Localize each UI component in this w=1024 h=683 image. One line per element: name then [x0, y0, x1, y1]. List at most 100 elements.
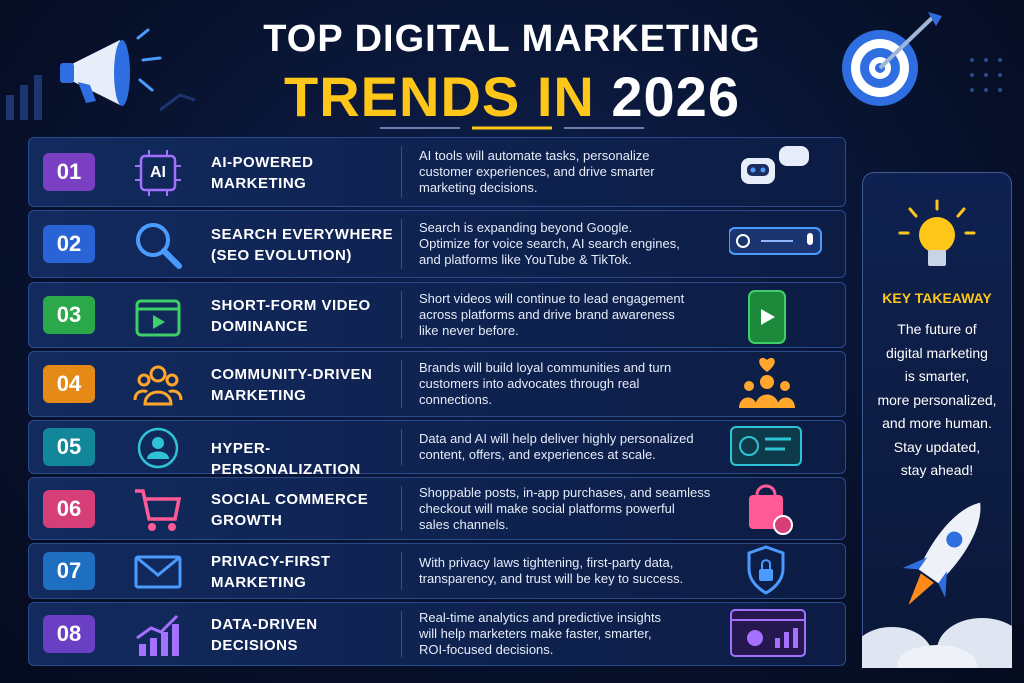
trend-description: Real-time analytics and predictive insig…	[419, 610, 739, 658]
title-line: DOMINANCE	[211, 318, 308, 335]
trend-illustration	[748, 290, 786, 344]
description-line: AI tools will automate tasks, personaliz…	[419, 148, 650, 163]
trend-row: 04 COMMUNITY-DRIVEN MARKETING Brands will b…	[28, 351, 846, 417]
trend-illustration	[749, 484, 793, 535]
trend-illustration	[730, 609, 806, 657]
divider	[401, 360, 402, 408]
title-line: DATA-DRIVEN	[211, 616, 318, 633]
trend-illustration	[730, 426, 802, 466]
lightbulb-icon	[898, 199, 976, 266]
trend-number: 05	[43, 428, 95, 466]
trend-icon	[135, 488, 182, 531]
trend-title: COMMUNITY-DRIVEN MARKETING	[211, 364, 401, 406]
description-line: Short videos will continue to lead engag…	[419, 291, 685, 306]
divider	[401, 611, 402, 657]
trend-row: 01 AI AI-POWERED MARKETING AI tools will aut…	[28, 137, 846, 207]
description-line: and platforms like YouTube & TikTok.	[419, 252, 632, 267]
title-line: SHORT-FORM VIDEO	[211, 297, 371, 314]
trend-row: 06 SOCIAL COMMERCE GROWTH Shoppable posts, …	[28, 477, 846, 540]
description-line: Real-time analytics and predictive insig…	[419, 610, 662, 625]
trend-icon	[137, 427, 179, 469]
trend-title: DATA-DRIVEN DECISIONS	[211, 614, 401, 656]
trend-description: AI tools will automate tasks, personaliz…	[419, 148, 739, 196]
trend-title: PRIVACY-FIRST MARKETING	[211, 551, 401, 593]
divider	[401, 486, 402, 531]
trend-description: Data and AI will help deliver highly per…	[419, 431, 739, 463]
trend-title: SEARCH EVERYWHERE (SEO EVOLUTION)	[211, 224, 401, 266]
description-line: Search is expanding beyond Google.	[419, 220, 633, 235]
trend-row: 08 DATA-DRIVEN DECISIONS Real-time analytic…	[28, 602, 846, 666]
description-line: Data and AI will help deliver highly per…	[419, 431, 694, 446]
trend-title: AI-POWERED MARKETING	[211, 152, 401, 194]
description-line: Shoppable posts, in-app purchases, and s…	[419, 484, 711, 500]
title-line: DECISIONS	[211, 637, 299, 654]
trend-illustration	[747, 545, 785, 595]
divider	[401, 291, 402, 339]
title-line: SEARCH EVERYWHERE	[211, 226, 394, 243]
trend-number: 08	[43, 615, 95, 653]
trend-icon	[135, 299, 181, 337]
trend-number: 01	[43, 153, 95, 191]
title-line: MARKETING	[211, 387, 307, 404]
description-line: ROI-focused decisions.	[419, 642, 554, 657]
description-line: With privacy laws tightening, first-part…	[419, 555, 674, 570]
takeaway-line: more personalized,	[877, 391, 997, 408]
trend-number: 07	[43, 552, 95, 590]
description-line: marketing decisions.	[419, 180, 538, 195]
title-highlight: TRENDS IN	[284, 65, 595, 128]
description-line: content, offers, and experiences at scal…	[419, 447, 656, 462]
trend-description: Short videos will continue to lead engag…	[419, 291, 739, 339]
description-line: customer experiences, and drive smarter	[419, 164, 655, 179]
takeaway-line: digital marketing	[886, 344, 988, 361]
divider	[401, 552, 402, 590]
description-line: checkout will make social platforms powe…	[419, 500, 675, 516]
trend-number: 03	[43, 296, 95, 334]
divider	[401, 146, 402, 198]
takeaway-line: and more human.	[882, 415, 992, 431]
title-line: (SEO EVOLUTION)	[211, 247, 352, 264]
description-line: Optimize for voice search, AI search eng…	[419, 236, 680, 251]
trend-row: 07 PRIVACY-FIRST MARKETING With privacy law…	[28, 543, 846, 599]
trend-icon	[136, 614, 179, 656]
trend-number: 02	[43, 225, 95, 263]
title-year: 2026	[611, 65, 740, 128]
description-line: across platforms and drive brand awarene…	[419, 307, 675, 322]
trend-row: 05 HYPER-PERSONALIZATION Data and AI will …	[28, 420, 846, 478]
trend-illustration	[739, 357, 795, 408]
trend-icon	[136, 223, 182, 269]
trend-number: 06	[43, 489, 95, 528]
title-line1: TOP DIGITAL MARKETING	[263, 18, 761, 60]
title-line: COMMUNITY-DRIVEN	[211, 366, 373, 383]
title-line2: TRENDS IN 2026	[0, 64, 1024, 129]
title-line: GROWTH	[211, 511, 283, 529]
description-line: Brands will build loyal communities and …	[419, 360, 672, 375]
takeaway-heading: KEY TAKEAWAY	[882, 290, 992, 306]
trend-number: 04	[43, 365, 95, 403]
trend-row: 03 SHORT-FORM VIDEO DOMINANCE Short videos …	[28, 282, 846, 348]
trend-icon	[133, 365, 183, 406]
title-line: AI-POWERED	[211, 154, 314, 171]
trend-description: Brands will build loyal communities and …	[419, 360, 739, 408]
title-line: MARKETING	[211, 175, 307, 192]
description-line: customers into advocates through real	[419, 376, 640, 391]
takeaway-line: The future of	[897, 321, 977, 337]
trend-icon	[134, 555, 182, 589]
trend-title: SHORT-FORM VIDEO DOMINANCE	[211, 295, 401, 337]
icon-label: AI	[150, 164, 166, 181]
trend-icon	[135, 150, 181, 196]
description-line: connections.	[419, 392, 492, 407]
takeaway-line: Stay updated,	[893, 438, 981, 455]
trend-illustration	[741, 146, 809, 184]
title-line: HYPER-PERSONALIZATION	[211, 439, 361, 478]
description-line: will help marketers make faster, smarter…	[419, 626, 652, 641]
description-line: sales channels.	[419, 516, 509, 532]
trend-description: Search is expanding beyond Google. Optimi…	[419, 220, 739, 268]
title-line: MARKETING	[211, 574, 307, 591]
trend-description: Shoppable posts, in-app purchases, and s…	[419, 485, 739, 533]
takeaway-line: stay ahead!	[900, 462, 974, 478]
divider	[401, 219, 402, 269]
trend-title: HYPER-PERSONALIZATION	[211, 438, 401, 480]
takeaway-line: is smarter,	[904, 368, 970, 384]
